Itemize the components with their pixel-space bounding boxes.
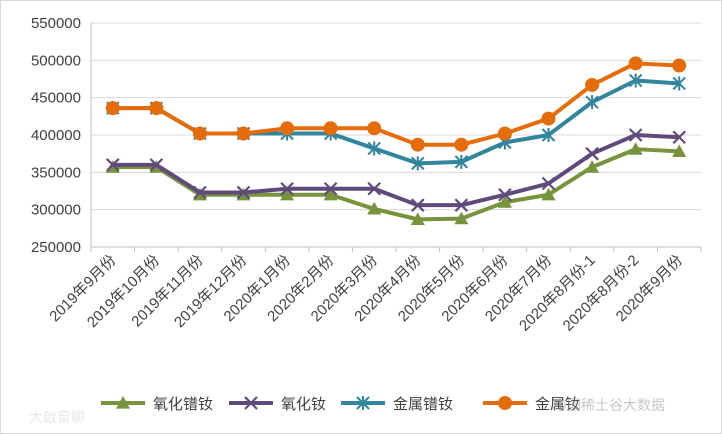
legend-entry-2: 氧化钕 xyxy=(229,396,326,413)
data-point xyxy=(628,73,643,88)
series-4 xyxy=(105,56,687,152)
data-point xyxy=(236,185,251,200)
data-point xyxy=(367,141,381,156)
axes xyxy=(90,23,702,252)
data-point xyxy=(454,211,469,225)
data-point xyxy=(585,77,600,92)
data-point xyxy=(367,201,382,215)
data-point xyxy=(411,156,425,171)
series-2 xyxy=(106,128,686,212)
data-point xyxy=(193,185,207,200)
data-point xyxy=(497,195,512,208)
legend-marker xyxy=(498,396,512,410)
x-tick-label: 2020年8月份-1 xyxy=(516,252,599,335)
data-point xyxy=(628,56,643,71)
watermarks: 大啟窗聊 中国稀土谷大数据 xyxy=(29,397,665,425)
data-point xyxy=(498,187,512,202)
data-point xyxy=(628,128,643,142)
data-point xyxy=(628,142,643,155)
data-point xyxy=(280,187,295,201)
legend-label: 氧化镨钕 xyxy=(153,396,213,413)
x-tick-labels: 2019年9月份2019年10月份2019年11月份2019年12月份2020年… xyxy=(46,252,686,335)
data-point xyxy=(497,126,512,141)
legend-entry-3: 金属镨钕 xyxy=(341,396,453,413)
data-point xyxy=(541,111,556,126)
data-point xyxy=(280,181,294,196)
legend: 氧化镨钕 氧化钕 金属镨钕 金属钕 xyxy=(101,396,580,413)
data-point xyxy=(323,181,338,196)
y-tick-label: 550000 xyxy=(31,15,81,32)
data-point xyxy=(323,187,338,201)
gridlines xyxy=(91,22,701,248)
data-point xyxy=(454,154,469,169)
legend-marker xyxy=(356,396,370,410)
watermark-right: 中国稀土谷大数据 xyxy=(553,397,665,413)
data-point xyxy=(367,181,381,196)
data-point xyxy=(672,144,687,158)
y-tick-label: 250000 xyxy=(31,239,81,256)
data-point xyxy=(585,146,599,161)
series-line xyxy=(112,133,680,208)
data-point xyxy=(411,198,425,212)
legend-label: 金属钕 xyxy=(535,396,580,413)
data-point xyxy=(454,198,469,212)
data-point xyxy=(410,212,425,225)
data-point xyxy=(192,126,207,141)
watermark-left: 大啟窗聊 xyxy=(29,409,85,425)
x-tick-label: 2020年8月份-2 xyxy=(560,252,643,335)
data-point xyxy=(323,121,338,136)
data-point xyxy=(672,130,686,145)
data-point xyxy=(149,101,164,116)
data-point xyxy=(454,137,469,152)
legend-marker xyxy=(244,396,258,410)
data-point xyxy=(585,160,600,173)
data-point xyxy=(672,76,686,91)
data-point xyxy=(585,95,599,110)
series-layer xyxy=(105,56,687,225)
legend-marker xyxy=(116,396,130,409)
y-tick-label: 500000 xyxy=(31,52,81,69)
y-tick-label: 450000 xyxy=(31,90,81,107)
data-point xyxy=(280,121,295,136)
series-line xyxy=(112,61,680,147)
data-point xyxy=(410,137,425,152)
y-tick-label: 300000 xyxy=(31,202,81,219)
legend-entry-4: 金属钕 xyxy=(483,396,580,413)
data-point xyxy=(105,101,120,116)
data-point xyxy=(236,126,251,141)
data-point xyxy=(367,121,382,136)
series-3 xyxy=(106,73,686,171)
legend-label: 金属镨钕 xyxy=(393,396,453,413)
data-point xyxy=(106,158,120,172)
y-tick-label: 400000 xyxy=(31,127,81,144)
y-tick-labels: 250000 300000 350000 400000 450000 500000 5500… xyxy=(31,15,81,256)
data-point xyxy=(541,187,556,201)
legend-label: 氧化钕 xyxy=(281,396,326,413)
data-point xyxy=(672,58,687,73)
series-line xyxy=(112,147,680,222)
y-tick-label: 350000 xyxy=(31,164,81,181)
data-point xyxy=(541,128,556,142)
data-point xyxy=(541,176,556,191)
data-point xyxy=(149,158,164,172)
legend-entry-1: 氧化镨钕 xyxy=(101,396,213,413)
